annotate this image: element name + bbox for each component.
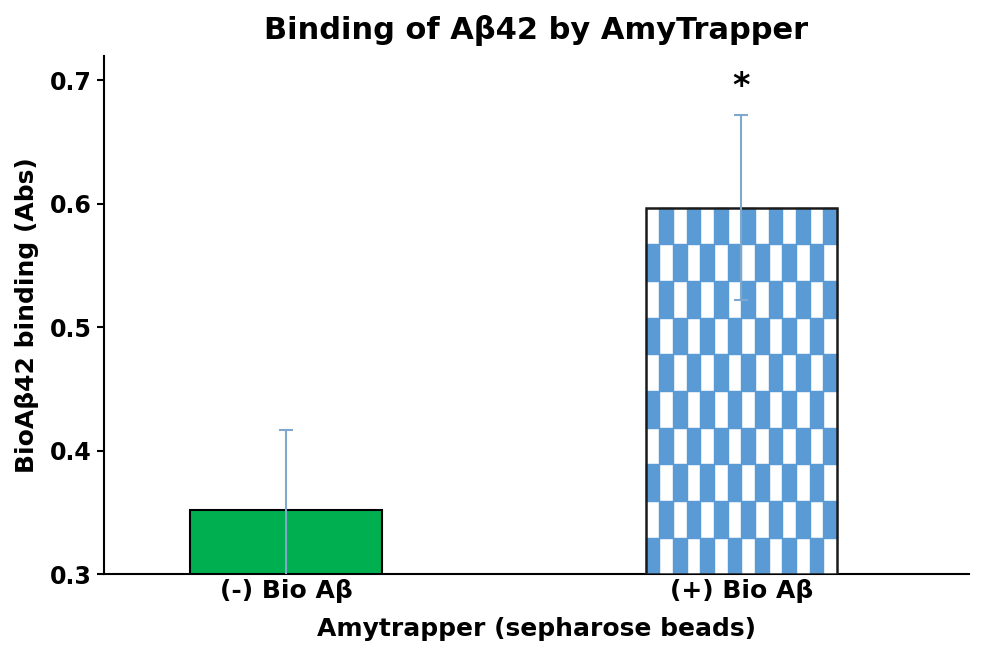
Bar <box>741 354 755 391</box>
Bar <box>727 391 741 428</box>
Bar <box>782 244 796 281</box>
Bar <box>741 428 755 464</box>
Bar <box>769 501 782 537</box>
Bar <box>646 207 837 574</box>
Bar <box>796 207 810 244</box>
Bar <box>714 281 727 318</box>
Bar <box>701 464 714 501</box>
Bar <box>687 354 701 391</box>
Bar <box>824 281 837 318</box>
Bar <box>714 501 727 537</box>
Bar <box>701 391 714 428</box>
Bar <box>741 207 755 244</box>
Bar <box>755 244 769 281</box>
Bar <box>741 281 755 318</box>
Bar <box>190 510 382 574</box>
Bar <box>810 537 824 574</box>
Bar <box>659 281 673 318</box>
Bar <box>673 244 687 281</box>
Bar <box>810 244 824 281</box>
Bar <box>727 244 741 281</box>
Bar <box>659 428 673 464</box>
Bar <box>659 501 673 537</box>
Bar <box>796 281 810 318</box>
Bar <box>701 537 714 574</box>
Bar <box>659 207 673 244</box>
Bar <box>769 281 782 318</box>
Bar <box>796 428 810 464</box>
Bar <box>714 428 727 464</box>
Bar <box>714 207 727 244</box>
Bar <box>769 354 782 391</box>
Bar <box>687 281 701 318</box>
Bar <box>646 464 659 501</box>
Bar <box>782 464 796 501</box>
Text: *: * <box>732 70 750 102</box>
Bar <box>687 428 701 464</box>
Bar <box>755 391 769 428</box>
Bar <box>646 391 659 428</box>
Bar <box>769 207 782 244</box>
Bar <box>824 354 837 391</box>
Bar <box>673 537 687 574</box>
Bar <box>727 537 741 574</box>
Bar <box>659 354 673 391</box>
Bar <box>824 207 837 244</box>
Title: Binding of Aβ42 by AmyTrapper: Binding of Aβ42 by AmyTrapper <box>265 15 809 46</box>
Bar <box>810 318 824 354</box>
Bar <box>810 464 824 501</box>
Bar <box>824 501 837 537</box>
Bar <box>824 428 837 464</box>
Bar <box>701 244 714 281</box>
Bar <box>755 318 769 354</box>
Bar <box>741 501 755 537</box>
Bar <box>782 537 796 574</box>
Bar <box>769 428 782 464</box>
Bar <box>796 354 810 391</box>
Bar <box>701 318 714 354</box>
Bar <box>646 537 659 574</box>
Bar <box>646 207 837 574</box>
Bar <box>796 501 810 537</box>
Bar <box>782 318 796 354</box>
Bar <box>673 318 687 354</box>
Bar <box>727 318 741 354</box>
Bar <box>673 391 687 428</box>
Bar <box>646 244 659 281</box>
Bar <box>810 391 824 428</box>
Y-axis label: BioAβ42 binding (Abs): BioAβ42 binding (Abs) <box>15 157 39 473</box>
Bar <box>782 391 796 428</box>
Bar <box>687 207 701 244</box>
Bar <box>755 537 769 574</box>
Bar <box>714 354 727 391</box>
Bar <box>755 464 769 501</box>
Bar <box>687 501 701 537</box>
X-axis label: Amytrapper (sepharose beads): Amytrapper (sepharose beads) <box>317 617 756 641</box>
Bar <box>673 464 687 501</box>
Bar <box>646 318 659 354</box>
Bar <box>727 464 741 501</box>
